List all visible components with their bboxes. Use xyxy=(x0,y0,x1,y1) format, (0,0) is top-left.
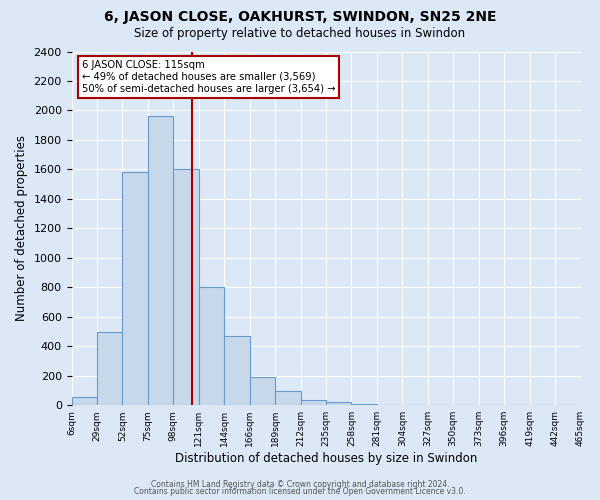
Bar xyxy=(275,391,301,405)
Bar xyxy=(326,402,352,405)
Bar xyxy=(71,397,97,405)
Bar xyxy=(97,332,122,405)
Bar xyxy=(122,172,148,405)
Bar xyxy=(250,377,275,405)
X-axis label: Distribution of detached houses by size in Swindon: Distribution of detached houses by size … xyxy=(175,452,477,465)
Text: Contains HM Land Registry data © Crown copyright and database right 2024.: Contains HM Land Registry data © Crown c… xyxy=(151,480,449,489)
Text: Size of property relative to detached houses in Swindon: Size of property relative to detached ho… xyxy=(134,28,466,40)
Text: Contains public sector information licensed under the Open Government Licence v3: Contains public sector information licen… xyxy=(134,487,466,496)
Bar xyxy=(301,400,326,405)
Y-axis label: Number of detached properties: Number of detached properties xyxy=(15,136,28,322)
Bar xyxy=(148,116,173,405)
Bar xyxy=(199,288,224,405)
Text: 6 JASON CLOSE: 115sqm
← 49% of detached houses are smaller (3,569)
50% of semi-d: 6 JASON CLOSE: 115sqm ← 49% of detached … xyxy=(82,60,335,94)
Bar xyxy=(352,404,377,405)
Bar xyxy=(173,170,199,405)
Bar xyxy=(224,336,250,405)
Text: 6, JASON CLOSE, OAKHURST, SWINDON, SN25 2NE: 6, JASON CLOSE, OAKHURST, SWINDON, SN25 … xyxy=(104,10,496,24)
